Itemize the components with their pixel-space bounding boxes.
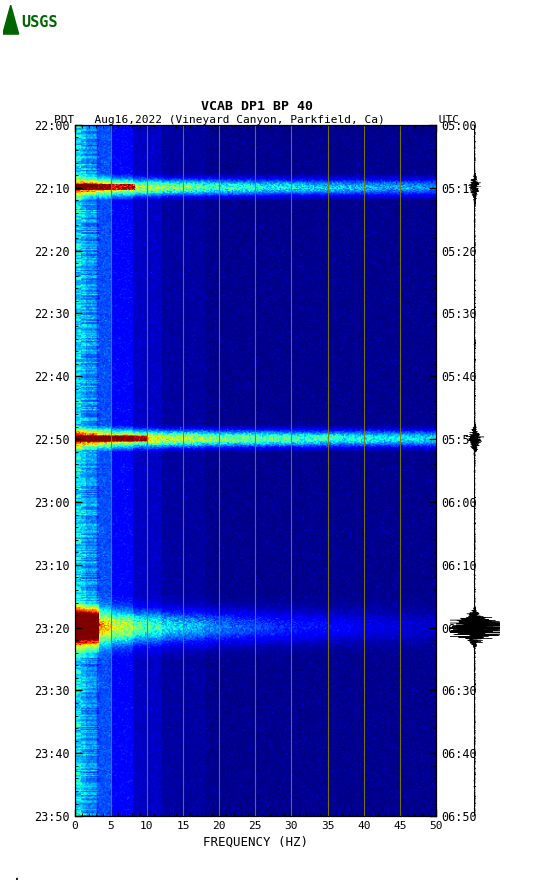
Text: VCAB DP1 BP 40: VCAB DP1 BP 40 [201,100,312,113]
Text: USGS: USGS [22,14,58,29]
Polygon shape [3,5,19,34]
X-axis label: FREQUENCY (HZ): FREQUENCY (HZ) [203,835,308,848]
Text: ·: · [11,871,20,888]
Text: PDT   Aug16,2022 (Vineyard Canyon, Parkfield, Ca)        UTC: PDT Aug16,2022 (Vineyard Canyon, Parkfie… [54,115,459,125]
